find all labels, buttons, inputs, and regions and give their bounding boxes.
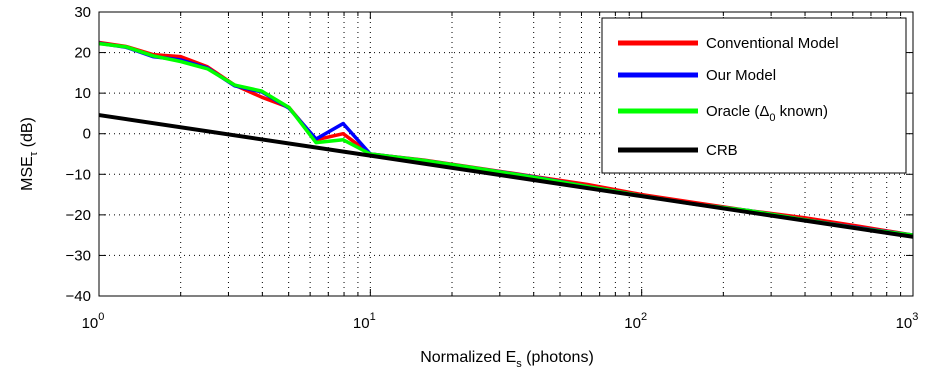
x-tick-label-base: 10 — [353, 315, 370, 332]
x-tick-label-base: 10 — [624, 315, 641, 332]
legend-label-oracle-main: Oracle (Δ — [706, 103, 769, 120]
x-tick-label-base: 10 — [896, 315, 913, 332]
y-tick-label: −10 — [66, 166, 91, 183]
legend-label-oracle: Oracle (Δ0 known) — [706, 103, 828, 124]
y-tick-label: −40 — [66, 288, 91, 305]
y-tick-label: 20 — [74, 45, 91, 62]
y-tick-label: 30 — [74, 4, 91, 21]
legend-label-our-model: Our Model — [706, 67, 776, 84]
x-axis-label-main: Normalized E — [420, 349, 516, 366]
plot-frame-outline — [98, 11, 914, 297]
legend-label-conventional: Conventional Model — [706, 35, 839, 52]
legend: Conventional Model Our Model Oracle (Δ0 … — [601, 17, 907, 174]
x-tick-label-exponent: 0 — [98, 311, 104, 323]
legend-label-crb: CRB — [706, 142, 738, 159]
x-tick-label-exponent: 3 — [912, 311, 918, 323]
x-tick-label: 102 — [624, 311, 647, 332]
y-axis-label-subscript: τ — [28, 151, 40, 156]
y-tick-labels: 30 20 10 0 −10 −20 −30 −40 — [66, 4, 91, 305]
x-axis-label-suffix: (photons) — [522, 349, 594, 366]
x-axis-label: Normalized Es (photons) — [420, 349, 594, 370]
x-tick-labels: 100 101 102 103 — [82, 311, 919, 332]
x-tick-label: 101 — [353, 311, 376, 332]
y-tick-label: −20 — [66, 207, 91, 224]
legend-label-oracle-subscript: 0 — [769, 112, 775, 124]
x-tick-label-base: 10 — [82, 315, 99, 332]
x-tick-label: 100 — [82, 311, 105, 332]
x-tick-label: 103 — [896, 311, 919, 332]
y-axis-label-suffix: (dB) — [19, 117, 36, 152]
y-tick-label: 0 — [83, 126, 91, 143]
y-axis-label: MSEτ (dB) — [19, 117, 40, 191]
y-tick-label: −30 — [66, 247, 91, 264]
y-tick-label: 10 — [74, 85, 91, 102]
x-tick-label-exponent: 1 — [370, 311, 376, 323]
y-axis-label-main: MSE — [19, 156, 36, 191]
series-layer — [98, 40, 914, 239]
x-axis-label-subscript: s — [516, 358, 522, 370]
series-line-crb — [98, 113, 914, 239]
legend-label-oracle-suffix: known) — [776, 103, 829, 120]
x-tick-label-exponent: 2 — [641, 311, 647, 323]
